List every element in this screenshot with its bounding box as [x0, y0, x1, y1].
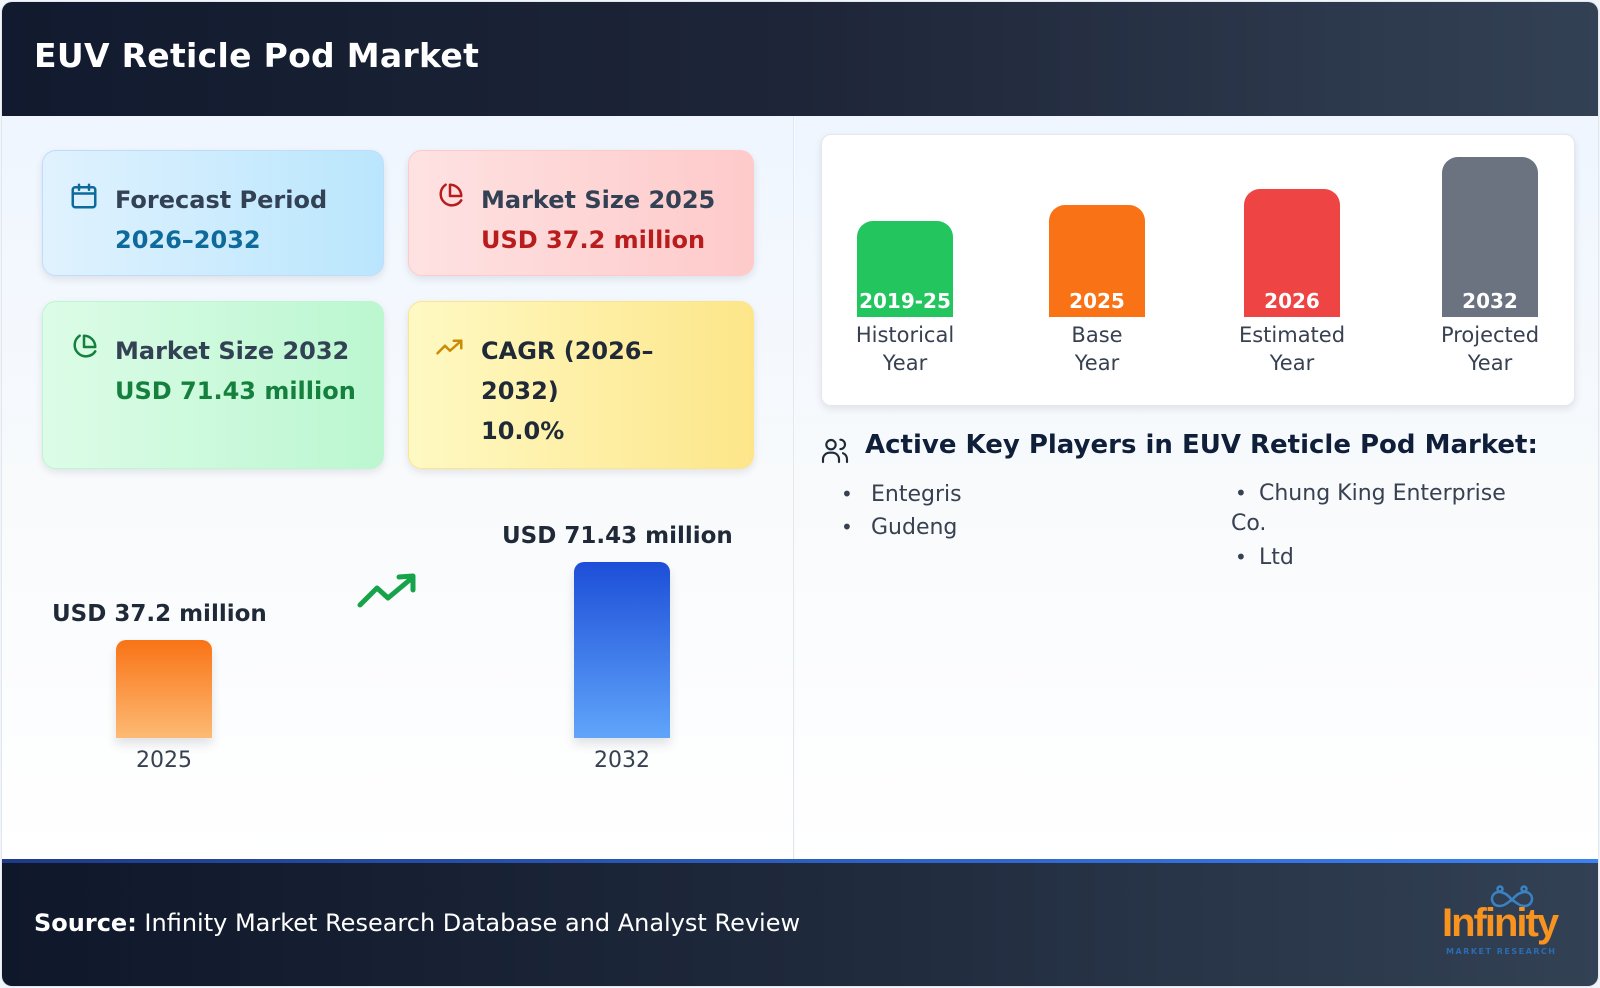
timeline-card: 2019-25 Historical Year 2025 Base Year 202…	[821, 134, 1575, 406]
players-list-col2: • Chung King Enterprise Co. • Ltd	[1231, 478, 1551, 576]
timeline-bar-base: 2025	[1049, 205, 1145, 317]
timeline-label: Projected Year	[1440, 323, 1540, 375]
users-icon	[821, 438, 849, 464]
timeline-bar-projected: 2032	[1442, 157, 1538, 317]
bar-year-label: 2025	[136, 748, 192, 773]
card-title: Market Size 2032	[115, 337, 350, 365]
key-players-heading: Active Key Players in EUV Reticle Pod Ma…	[865, 430, 1538, 460]
timeline-label: Base Year	[1071, 323, 1123, 375]
trending-up-icon	[436, 339, 463, 355]
right-panel: 2019-25 Historical Year 2025 Base Year 202…	[795, 116, 1598, 860]
infinity-logo: Infinity MARKET RESEARCH	[1434, 883, 1564, 963]
footer-divider	[2, 859, 1598, 863]
timeline-bar-historical: 2019-25	[857, 221, 953, 317]
card-title: Forecast Period	[115, 186, 328, 214]
source-text: Source: Infinity Market Research Databas…	[34, 909, 801, 937]
timeline-label: Estimated Year	[1238, 323, 1346, 375]
card-value: USD 37.2 million	[481, 226, 706, 254]
footer: Source: Infinity Market Research Databas…	[2, 863, 1598, 986]
trending-up-icon	[357, 573, 416, 608]
timeline-bar-estimated: 2026	[1244, 189, 1340, 317]
bar-value-label: USD 37.2 million	[52, 601, 267, 627]
player-item: • Chung King Enterprise Co.	[1231, 481, 1506, 536]
left-panel: Forecast Period 2026–2032 Market Size 20…	[2, 116, 794, 860]
header-banner: EUV Reticle Pod Market	[2, 2, 1598, 116]
infinity-symbol-icon	[1490, 885, 1534, 908]
page-title: EUV Reticle Pod Market	[34, 36, 480, 75]
bar-2025	[116, 640, 212, 738]
forecast-period-card: Forecast Period 2026–2032	[42, 150, 384, 276]
market-size-2032-card: Market Size 2032 USD 71.43 million	[42, 301, 384, 469]
timeline-tag: 2019-25	[859, 289, 951, 313]
card-value: USD 71.43 million	[115, 377, 356, 405]
bar-2032	[574, 562, 670, 738]
card-value: 10.0%	[481, 417, 565, 445]
player-item: • Ltd	[1235, 545, 1294, 570]
player-item: Gudeng	[835, 511, 962, 544]
timeline-tag: 2032	[1462, 289, 1518, 313]
player-item: Entegris	[835, 478, 962, 511]
card-title-line: CAGR (2026–	[481, 337, 654, 365]
logo-subtitle: MARKET RESEARCH	[1446, 947, 1557, 956]
market-size-2025-card: Market Size 2025 USD 37.2 million	[408, 150, 754, 276]
cagr-card: CAGR (2026– 2032) 10.0%	[408, 301, 754, 469]
timeline-label: Historical Year	[855, 323, 955, 375]
timeline-tag: 2026	[1264, 289, 1320, 313]
timeline-tag: 2025	[1069, 289, 1125, 313]
bar-value-label: USD 71.43 million	[502, 523, 733, 549]
players-list-col1: Entegris Gudeng	[835, 478, 962, 544]
logo-wordmark: Infinity	[1442, 901, 1559, 945]
card-title: CAGR (2026– 2032)	[481, 331, 654, 411]
card-title: Market Size 2025	[481, 186, 716, 214]
pie-chart-icon	[73, 334, 97, 358]
card-value: 2026–2032	[115, 226, 261, 254]
bar-year-label: 2032	[594, 748, 650, 773]
calendar-icon	[71, 183, 97, 209]
card-title-line: 2032)	[481, 377, 559, 405]
pie-chart-icon	[439, 183, 463, 207]
